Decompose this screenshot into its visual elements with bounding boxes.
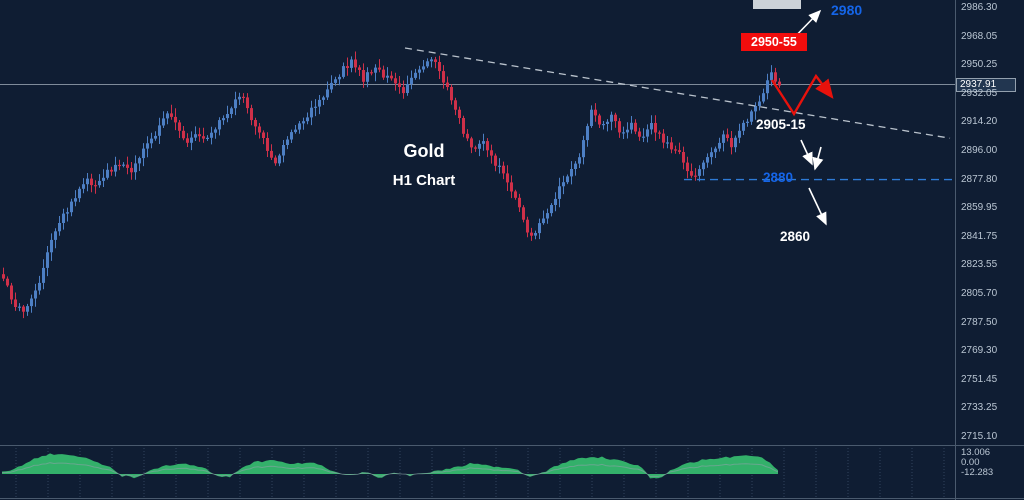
price-axis-label: 2877.80 <box>961 173 998 185</box>
arrow-down-small-1[interactable] <box>800 139 813 166</box>
price-axis-label: 2896.00 <box>961 144 998 156</box>
price-axis-label: 2968.05 <box>961 30 998 42</box>
price-axis-label: 2733.25 <box>961 402 998 414</box>
price-axis-label: 2787.50 <box>961 316 998 328</box>
arrow-to-2980[interactable] <box>785 9 822 47</box>
indicator-axis-label: -12.283 <box>961 467 994 478</box>
price-axis-label: 2932.05 <box>961 87 998 99</box>
current-price-tag: 2937.91 <box>956 77 1016 92</box>
price-axis-label: 2914.20 <box>961 116 998 128</box>
price-axis-label: 2805.70 <box>961 287 998 299</box>
price-axis-label: 2769.30 <box>961 345 998 357</box>
price-axis-label: 2715.10 <box>961 431 998 442</box>
price-axis-label: 2986.30 <box>961 2 998 13</box>
price-axis[interactable]: 2937.91 2986.30 2968.05 2950.25 2932.05 2914… <box>956 0 1024 500</box>
price-axis-label: 2950.25 <box>961 59 998 70</box>
arrow-to-2860[interactable] <box>808 187 827 226</box>
indicator-histogram <box>2 453 778 479</box>
price-axis-label: 2823.55 <box>961 259 998 271</box>
indicator-signal-line <box>1 462 779 477</box>
descending-trendline[interactable] <box>404 47 951 139</box>
price-axis-label: 2751.45 <box>961 373 998 385</box>
indicator-axis-label: 0.00 <box>961 457 980 468</box>
price-axis-label: 2859.95 <box>961 201 998 213</box>
red-projection-path[interactable] <box>770 73 834 117</box>
arrow-down-small-2[interactable] <box>812 146 824 171</box>
candles <box>2 51 781 319</box>
price-axis-label: 2841.75 <box>961 230 998 242</box>
indicator-axis-label: 13.006 <box>961 447 991 458</box>
